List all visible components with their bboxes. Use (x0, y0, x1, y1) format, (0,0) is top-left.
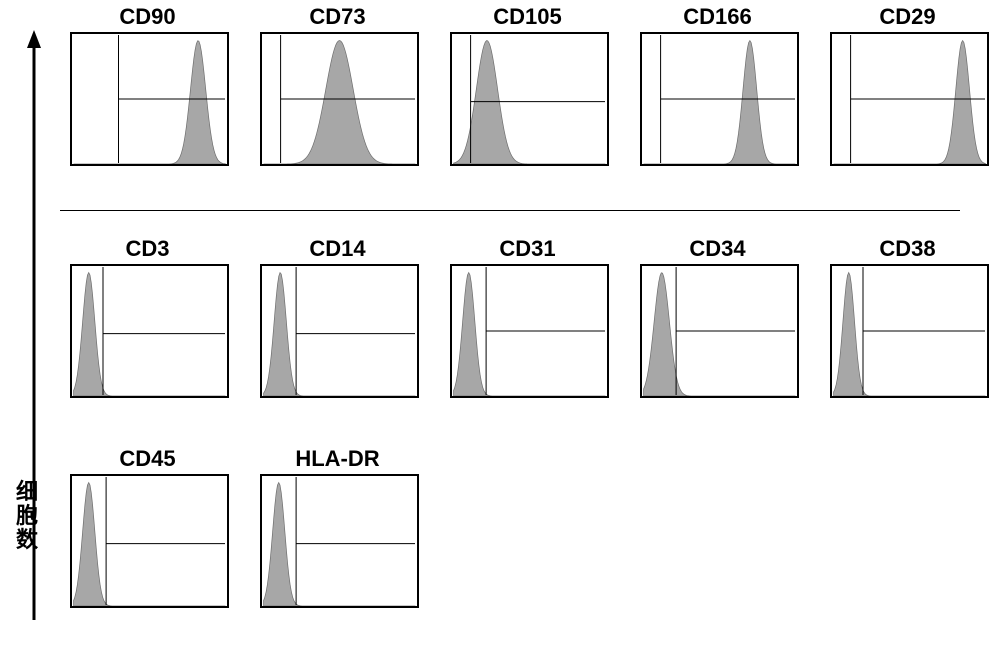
histogram-box (830, 32, 989, 166)
panel-title: CD45 (70, 448, 225, 470)
histogram-box (450, 264, 609, 398)
panel-title: CD105 (450, 6, 605, 28)
panel-title: CD166 (640, 6, 795, 28)
histogram-box (640, 32, 799, 166)
flow-panel: CD29 (830, 6, 989, 166)
panel-title: CD90 (70, 6, 225, 28)
section-divider (60, 210, 960, 211)
histogram-box (70, 264, 229, 398)
yaxis-label: 细胞数 (16, 480, 38, 553)
flow-panel: CD45 (70, 448, 229, 608)
flow-panel: CD3 (70, 238, 229, 398)
histogram-box (640, 264, 799, 398)
histogram-box (260, 474, 419, 608)
histogram-box (830, 264, 989, 398)
panel-title: CD3 (70, 238, 225, 260)
panel-title: CD14 (260, 238, 415, 260)
panel-title: HLA-DR (260, 448, 415, 470)
histogram-box (260, 32, 419, 166)
histogram-box (70, 474, 229, 608)
flow-panel: CD34 (640, 238, 799, 398)
flow-panel: CD90 (70, 6, 229, 166)
flow-panel: CD105 (450, 6, 609, 166)
flow-panel: CD73 (260, 6, 419, 166)
panel-title: CD34 (640, 238, 795, 260)
flow-panel: CD31 (450, 238, 609, 398)
flow-panel: CD166 (640, 6, 799, 166)
flow-panel: CD14 (260, 238, 419, 398)
panel-title: CD38 (830, 238, 985, 260)
histogram-box (450, 32, 609, 166)
panel-title: CD73 (260, 6, 415, 28)
figure-stage: CD90 CD73 CD105 CD166 CD29 CD3 CD14 CD31 CD34 CD3… (0, 0, 1000, 650)
flow-panel: CD38 (830, 238, 989, 398)
histogram-box (260, 264, 419, 398)
panel-title: CD29 (830, 6, 985, 28)
histogram-box (70, 32, 229, 166)
flow-panel: HLA-DR (260, 448, 419, 608)
panel-title: CD31 (450, 238, 605, 260)
